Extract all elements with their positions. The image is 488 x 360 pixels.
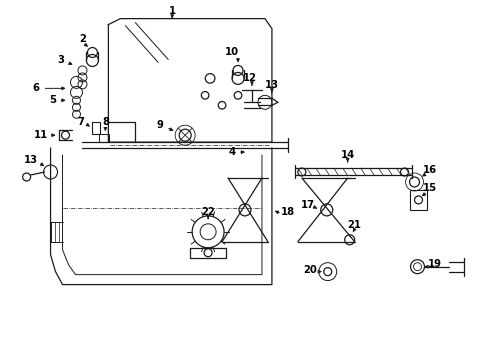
Text: 14: 14 xyxy=(340,150,354,160)
Bar xyxy=(408,190,427,210)
Text: 17: 17 xyxy=(300,200,314,210)
Text: 13: 13 xyxy=(264,80,278,90)
Text: 21: 21 xyxy=(347,220,361,230)
Text: 6: 6 xyxy=(32,84,39,93)
Text: 12: 12 xyxy=(243,73,257,84)
Bar xyxy=(92,122,100,134)
Text: 22: 22 xyxy=(201,207,215,217)
Text: 2: 2 xyxy=(79,33,86,44)
Text: 7: 7 xyxy=(77,117,84,127)
Bar xyxy=(99,134,109,142)
Text: 1: 1 xyxy=(168,6,175,15)
Text: 13: 13 xyxy=(23,155,38,165)
Text: 20: 20 xyxy=(303,265,316,275)
Text: 4: 4 xyxy=(228,147,235,157)
Text: 8: 8 xyxy=(102,117,109,127)
Text: 3: 3 xyxy=(57,55,64,66)
Text: 11: 11 xyxy=(33,130,48,140)
Text: 16: 16 xyxy=(422,165,436,175)
Text: 9: 9 xyxy=(157,120,163,130)
Text: 5: 5 xyxy=(49,95,56,105)
Text: 10: 10 xyxy=(224,48,239,58)
Text: 15: 15 xyxy=(422,183,436,193)
Text: 18: 18 xyxy=(280,207,294,217)
Text: 19: 19 xyxy=(427,259,441,269)
